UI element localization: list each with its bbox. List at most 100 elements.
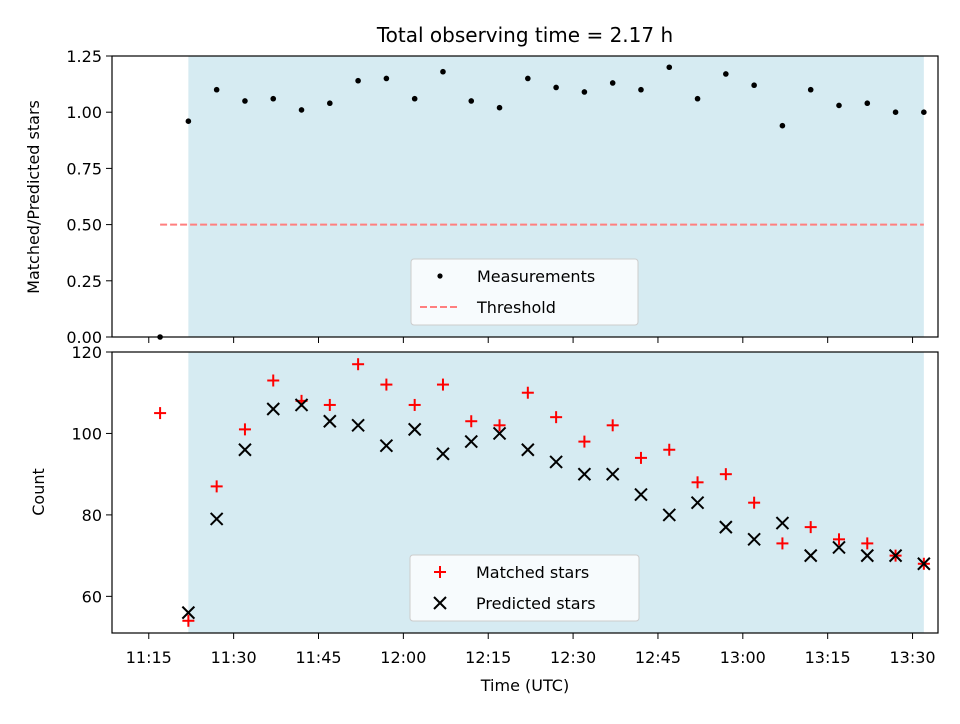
x-axis-label: Time (UTC) (480, 676, 569, 695)
measurement-point (638, 86, 644, 93)
x-stroke-b (351, 418, 365, 433)
matched-star-point (465, 415, 478, 428)
predicted-star-point (209, 512, 224, 526)
matched-star-point (748, 496, 761, 509)
matched-star-point (719, 468, 732, 481)
predicted-star-point (266, 402, 280, 416)
matched-star-point (210, 480, 223, 493)
predicted-star-point (690, 495, 705, 510)
matched-star-point (804, 521, 817, 534)
predicted-star-point (605, 467, 620, 481)
predicted-star-point (464, 434, 478, 449)
x-tick-label: 11:45 (295, 648, 341, 667)
measurement-point (581, 89, 588, 95)
count-y-tick-label: 100 (71, 424, 102, 443)
measurement-point (609, 80, 616, 86)
matched-star-point (832, 533, 845, 546)
x-stroke-b (860, 548, 874, 563)
legend-predicted-label: Predicted stars (476, 594, 596, 613)
predicted-star-point (662, 508, 676, 522)
x-stroke-b (238, 443, 252, 457)
x-tick-label: 12:00 (380, 648, 426, 667)
predicted-star-point (379, 438, 394, 453)
legend-dot-marker (437, 273, 443, 279)
ratio-series-0 (157, 64, 927, 340)
x-stroke-b (379, 438, 394, 453)
measurement-point (864, 100, 871, 107)
predicted-star-point (436, 447, 450, 461)
measurement-point (185, 118, 192, 124)
ratio-y-tick-label: 0.25 (66, 272, 102, 291)
ratio-legend: Measurements Threshold (410, 258, 639, 326)
count-legend: Matched stars Predicted stars (409, 554, 640, 622)
measurement-point (921, 109, 927, 115)
x-stroke-b (407, 422, 422, 437)
x-stroke-b (888, 548, 903, 563)
x-stroke-b (266, 402, 280, 416)
predicted-star-point (775, 516, 790, 530)
matched-star-point (861, 537, 874, 550)
measurement-point (836, 102, 842, 109)
x-stroke-b (605, 467, 620, 481)
matched-star-point (691, 476, 704, 489)
count-plot-area: 60 80 100 120 11:15 11:30 11:45 12:00 12:15 12:30… (71, 343, 939, 667)
count-y-tick-label: 80 (82, 506, 102, 525)
legend-matched-label: Matched stars (476, 563, 589, 582)
matched-star-point (238, 423, 251, 436)
x-stroke-b (294, 398, 309, 412)
matched-star-point (493, 419, 506, 432)
x-stroke-b (803, 548, 818, 563)
predicted-star-point (719, 520, 733, 534)
matched-star-point (606, 419, 619, 432)
x-stroke-b (690, 495, 705, 510)
predicted-star-point (323, 414, 337, 428)
x-stroke-b (577, 467, 592, 481)
measurement-point (242, 98, 248, 104)
measurement-point (327, 100, 333, 107)
predicted-star-point (181, 605, 196, 620)
predicted-star-point (917, 557, 931, 571)
measurement-point (440, 68, 446, 75)
predicted-star-point (803, 548, 818, 563)
x-stroke-b (549, 455, 563, 469)
matched-star-point (550, 411, 563, 424)
predicted-star-point (747, 532, 761, 547)
legend-measurements-label: Measurements (477, 267, 595, 286)
ratio-axes-frame (111, 55, 939, 338)
matched-star-point (663, 443, 676, 456)
measurement-point (411, 95, 418, 102)
x-stroke-b (917, 557, 931, 571)
predicted-star-point (492, 426, 507, 441)
count-series-0 (154, 358, 930, 627)
matched-star-point (521, 386, 534, 399)
measurement-point (723, 71, 729, 77)
predicted-star-point (521, 443, 535, 457)
predicted-star-point (294, 398, 309, 412)
x-stroke-b (464, 434, 478, 449)
x-stroke-b (775, 516, 790, 530)
x-tick-label: 11:15 (126, 648, 172, 667)
matched-star-point (154, 407, 167, 420)
x-stroke-b (832, 540, 846, 555)
matched-star-point (380, 378, 393, 391)
x-tick-label: 11:30 (211, 648, 257, 667)
x-tick-label: 12:45 (635, 648, 681, 667)
x-tick-label: 13:00 (720, 648, 766, 667)
measurement-point (298, 107, 305, 113)
x-stroke-b (492, 426, 507, 441)
x-stroke-b (436, 447, 450, 461)
matched-star-point (267, 374, 280, 387)
matched-star-point (182, 614, 195, 627)
measurement-point (383, 75, 390, 82)
measurement-point (468, 98, 475, 104)
predicted-star-point (577, 467, 592, 481)
x-tick-label: 13:15 (805, 648, 851, 667)
legend-threshold-label: Threshold (476, 298, 556, 317)
measurement-point (270, 95, 277, 102)
measurement-point (694, 95, 701, 102)
predicted-star-point (888, 548, 903, 563)
legend-plus-marker (434, 566, 446, 578)
predicted-star-point (832, 540, 846, 555)
count-y-axis-label: Count (29, 468, 48, 516)
